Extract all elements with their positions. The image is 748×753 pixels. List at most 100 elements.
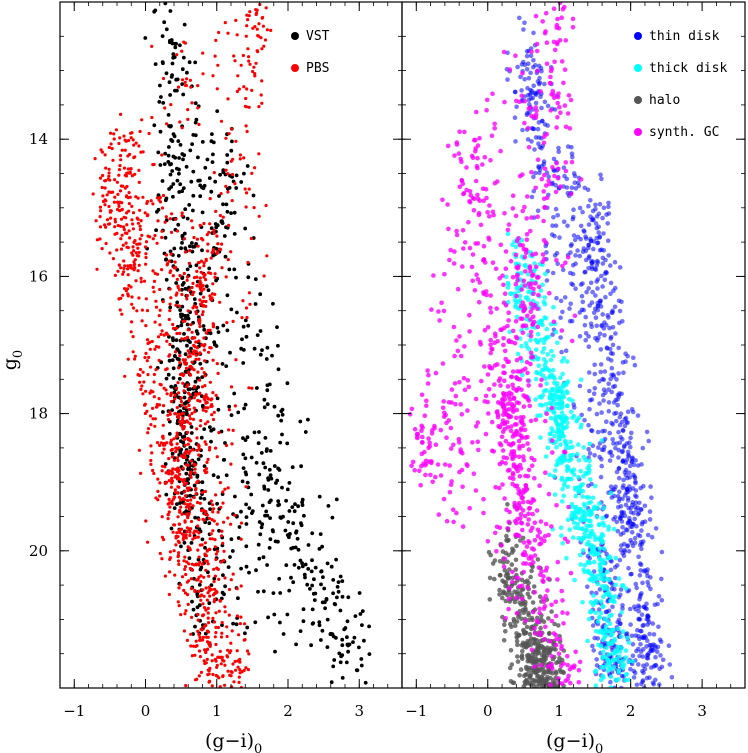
data-point <box>515 351 521 357</box>
data-point <box>220 655 224 660</box>
data-point <box>198 266 202 270</box>
data-point <box>263 465 268 470</box>
data-point <box>204 661 208 665</box>
data-point <box>616 475 622 481</box>
data-point <box>549 232 555 237</box>
data-point <box>193 515 198 520</box>
data-point <box>176 253 181 258</box>
data-point <box>237 680 241 685</box>
data-point <box>157 314 161 318</box>
data-point <box>197 321 202 326</box>
data-point <box>640 519 645 525</box>
data-point <box>171 530 175 534</box>
data-point <box>613 397 618 403</box>
data-point <box>249 236 253 241</box>
data-point <box>203 631 208 636</box>
data-point <box>217 30 221 35</box>
data-point <box>239 509 243 514</box>
data-point <box>583 236 589 241</box>
data-point <box>583 527 589 533</box>
data-point <box>173 260 177 264</box>
data-point <box>577 253 583 259</box>
data-point <box>568 409 574 415</box>
data-point <box>526 511 531 516</box>
data-point <box>265 513 270 518</box>
data-point <box>530 656 536 662</box>
data-point <box>198 391 202 395</box>
data-point <box>514 104 519 110</box>
data-point <box>510 404 515 409</box>
data-point <box>245 24 249 28</box>
data-point <box>237 633 241 637</box>
data-point <box>217 528 221 533</box>
data-point <box>95 267 99 271</box>
data-point <box>627 484 632 489</box>
data-point <box>224 184 228 188</box>
data-point <box>185 267 190 272</box>
data-point <box>154 228 159 233</box>
data-point <box>612 649 618 655</box>
data-point <box>433 474 438 480</box>
data-point <box>168 217 172 221</box>
data-point <box>617 308 623 314</box>
data-point <box>174 446 178 450</box>
data-point <box>481 510 486 516</box>
data-point <box>166 513 170 517</box>
data-point <box>178 372 183 376</box>
data-point <box>172 390 177 395</box>
data-point <box>213 538 217 542</box>
data-point <box>143 411 147 416</box>
data-point <box>198 324 202 329</box>
data-point <box>477 198 483 204</box>
data-point <box>319 569 324 574</box>
data-point <box>510 328 516 334</box>
data-point <box>258 352 263 357</box>
data-point <box>568 301 573 307</box>
data-point <box>244 306 249 310</box>
data-point <box>276 503 280 508</box>
data-point <box>166 372 171 377</box>
data-point <box>195 427 199 431</box>
data-point <box>359 663 364 668</box>
data-point <box>273 649 277 654</box>
data-point <box>208 294 212 298</box>
data-point <box>119 266 123 270</box>
data-point <box>216 63 220 67</box>
data-point <box>133 357 137 361</box>
data-point <box>541 346 547 351</box>
data-point <box>200 300 204 304</box>
data-point <box>569 338 575 344</box>
data-point <box>647 631 652 637</box>
data-point <box>527 506 532 511</box>
data-point <box>637 573 643 578</box>
data-point <box>225 153 230 157</box>
data-point <box>594 514 600 520</box>
data-point <box>199 580 203 584</box>
data-point <box>263 38 268 42</box>
data-point <box>499 543 504 548</box>
data-point <box>602 277 608 283</box>
data-point <box>205 395 209 399</box>
data-point <box>157 358 161 362</box>
data-point <box>213 635 217 639</box>
data-point <box>550 332 555 337</box>
data-point <box>167 80 172 85</box>
data-point <box>519 583 525 589</box>
data-point <box>190 219 194 223</box>
data-point <box>166 113 171 117</box>
data-point <box>514 407 520 413</box>
data-point <box>183 502 187 506</box>
data-point <box>611 599 617 604</box>
data-point <box>170 472 174 476</box>
data-point <box>533 417 539 423</box>
data-point <box>488 342 493 348</box>
data-point <box>536 674 541 679</box>
data-point <box>635 413 641 418</box>
data-point <box>223 487 227 491</box>
data-point <box>212 231 216 235</box>
data-point <box>147 355 151 359</box>
data-point <box>185 638 189 643</box>
data-point <box>654 649 660 655</box>
data-point <box>600 637 606 643</box>
data-point <box>522 77 527 82</box>
